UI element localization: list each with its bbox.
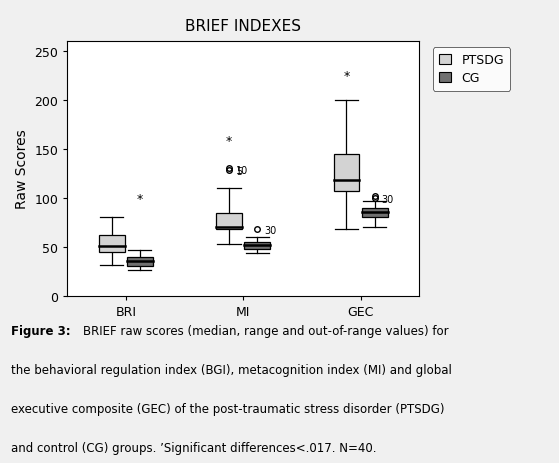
Text: 5: 5	[236, 167, 242, 177]
Text: *: *	[137, 192, 143, 205]
Bar	[334, 154, 359, 192]
Bar	[99, 236, 125, 252]
Title: BRIEF INDEXES: BRIEF INDEXES	[185, 19, 301, 34]
Bar	[127, 257, 153, 266]
Text: 10: 10	[236, 165, 248, 175]
Text: *: *	[226, 134, 232, 147]
Text: Figure 3:: Figure 3:	[11, 324, 71, 337]
Text: *: *	[343, 70, 349, 83]
Y-axis label: Raw Scores: Raw Scores	[15, 129, 29, 209]
Text: the behavioral regulation index (BGI), metacognition index (MI) and global: the behavioral regulation index (BGI), m…	[11, 363, 452, 376]
Bar	[216, 213, 242, 230]
Text: 30: 30	[382, 194, 394, 205]
Text: 30: 30	[264, 226, 277, 236]
Text: executive composite (GEC) of the post-traumatic stress disorder (PTSDG): executive composite (GEC) of the post-tr…	[11, 402, 444, 415]
Bar	[244, 243, 270, 249]
Legend: PTSDG, CG: PTSDG, CG	[433, 48, 510, 91]
Bar	[362, 208, 387, 218]
Text: and control (CG) groups. ’Significant differences<.017. N=40.: and control (CG) groups. ’Significant di…	[11, 441, 377, 454]
Text: BRIEF raw scores (median, range and out-of-range values) for: BRIEF raw scores (median, range and out-…	[83, 324, 448, 337]
